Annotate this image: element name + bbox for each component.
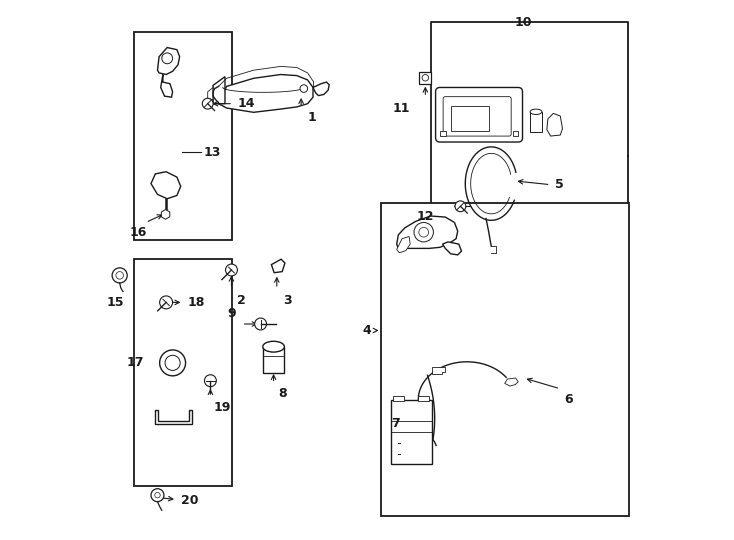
Circle shape (422, 75, 429, 81)
Bar (263, 347, 284, 373)
Circle shape (112, 268, 127, 283)
Circle shape (165, 355, 180, 370)
Bar (440, 131, 446, 136)
Polygon shape (213, 77, 225, 104)
Circle shape (159, 296, 172, 309)
Polygon shape (505, 378, 518, 386)
Text: 8: 8 (278, 387, 286, 400)
Polygon shape (156, 410, 192, 424)
Text: 10: 10 (515, 16, 532, 29)
Polygon shape (396, 216, 458, 248)
Circle shape (151, 489, 164, 502)
FancyBboxPatch shape (443, 97, 511, 136)
Polygon shape (161, 210, 170, 219)
Polygon shape (272, 259, 285, 273)
Ellipse shape (530, 109, 542, 114)
Polygon shape (547, 113, 562, 136)
Polygon shape (219, 75, 313, 112)
Bar (451, 106, 489, 131)
Text: 15: 15 (106, 296, 124, 309)
Ellipse shape (263, 341, 284, 352)
Text: 9: 9 (228, 307, 236, 320)
Text: 5: 5 (555, 178, 564, 191)
FancyBboxPatch shape (435, 87, 523, 142)
Polygon shape (443, 242, 462, 255)
Polygon shape (158, 48, 180, 75)
Text: 6: 6 (564, 393, 573, 406)
Polygon shape (432, 367, 446, 374)
Polygon shape (161, 75, 172, 97)
Text: 18: 18 (188, 296, 205, 309)
Circle shape (116, 272, 123, 279)
Polygon shape (396, 237, 410, 253)
Circle shape (414, 222, 433, 242)
Text: 13: 13 (204, 146, 221, 159)
Text: 20: 20 (181, 494, 198, 507)
Circle shape (155, 492, 160, 498)
Bar (391, 400, 432, 464)
Circle shape (255, 318, 266, 330)
Bar (393, 396, 404, 401)
Polygon shape (313, 82, 330, 96)
Circle shape (159, 350, 186, 376)
Text: 12: 12 (416, 210, 434, 222)
Text: 4: 4 (363, 324, 371, 337)
Text: 3: 3 (283, 294, 292, 307)
Text: 17: 17 (127, 356, 144, 369)
Circle shape (455, 201, 466, 212)
Text: 7: 7 (390, 417, 399, 430)
Bar (134, 259, 232, 486)
Text: 14: 14 (237, 97, 255, 110)
Circle shape (419, 227, 429, 237)
Circle shape (203, 98, 213, 109)
Text: 16: 16 (129, 226, 147, 239)
Text: 1: 1 (308, 111, 316, 124)
Circle shape (300, 85, 308, 92)
Bar (134, 32, 232, 240)
Polygon shape (151, 172, 181, 199)
Circle shape (225, 264, 237, 276)
Text: 2: 2 (237, 294, 246, 307)
Circle shape (205, 375, 217, 387)
Bar (513, 131, 518, 136)
Text: 19: 19 (213, 401, 230, 414)
Bar (418, 396, 429, 401)
Bar (530, 112, 542, 132)
Bar (380, 202, 629, 516)
Text: 11: 11 (393, 102, 410, 114)
Circle shape (161, 53, 172, 64)
Bar (419, 72, 432, 84)
